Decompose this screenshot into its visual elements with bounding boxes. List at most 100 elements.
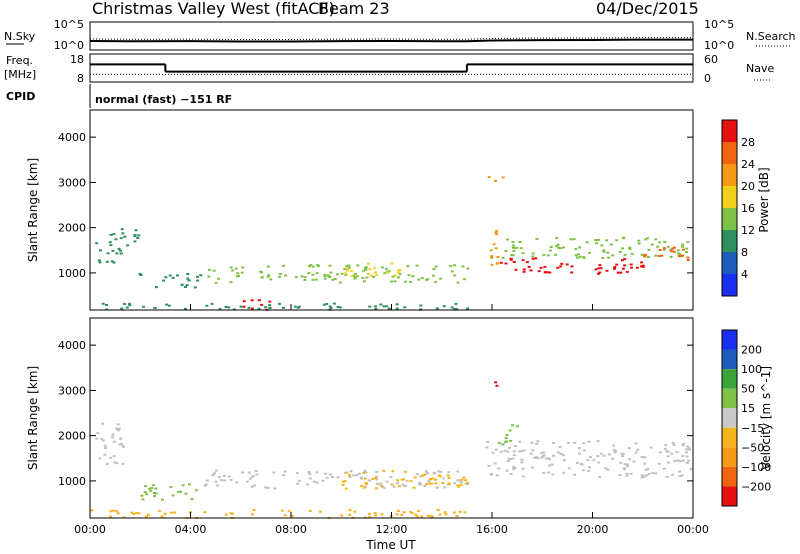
scatter-cell-2-1 <box>136 237 140 239</box>
scatter-cell-2-8 <box>509 258 513 261</box>
scatter-cell-3-3 <box>344 487 348 490</box>
ytick-label-2-1: 2000 <box>58 222 86 235</box>
velocity-ylabel: Slant Range [km] <box>26 366 40 470</box>
scatter-cell-2-9 <box>558 247 562 250</box>
scatter-cell-3-5 <box>678 460 682 463</box>
colorbar-swatch-3-7 <box>722 466 737 487</box>
scatter-cell-3-0 <box>104 447 107 450</box>
scatter-cell-3-5 <box>588 466 591 469</box>
scatter-cell-2-3 <box>212 269 216 272</box>
scatter-cell-2-8 <box>625 270 629 273</box>
scatter-cell-2-9 <box>628 247 632 250</box>
scatter-cell-3-5 <box>573 473 577 476</box>
scatter-cell-3-5 <box>529 452 533 455</box>
scatter-cell-3-2 <box>432 472 436 475</box>
scatter-cell-2-9 <box>535 238 539 240</box>
scatter-cell-2-6 <box>125 306 129 309</box>
scatter-cell-2-10 <box>662 247 666 250</box>
scatter-cell-2-8 <box>641 264 645 267</box>
colorbar-swatch-2-3 <box>722 186 737 208</box>
scatter-cell-2-2 <box>184 286 187 288</box>
scatter-cell-3-4 <box>443 511 447 514</box>
scatter-cell-3-5 <box>640 456 644 458</box>
scatter-cell-3-3 <box>343 480 347 483</box>
scatter-cell-2-3 <box>307 265 311 268</box>
scatter-cell-3-5 <box>689 468 693 471</box>
scatter-cell-2-3 <box>229 281 233 284</box>
scatter-cell-3-5 <box>509 473 513 476</box>
scatter-cell-3-5 <box>493 462 497 465</box>
scatter-cell-2-3 <box>356 264 360 267</box>
scatter-cell-3-5 <box>662 467 666 470</box>
scatter-cell-2-6 <box>382 305 386 308</box>
scatter-cell-3-5 <box>626 465 630 468</box>
scatter-cell-3-5 <box>512 450 516 453</box>
scatter-cell-2-10 <box>671 247 675 250</box>
scatter-cell-3-4 <box>417 509 421 512</box>
scatter-cell-2-9 <box>676 249 680 252</box>
ytick-label-3-2: 3000 <box>58 384 86 397</box>
scatter-cell-2-9 <box>562 246 566 249</box>
scatter-cell-3-2 <box>419 483 423 486</box>
scatter-cell-2-3 <box>234 267 238 270</box>
scatter-cell-2-6 <box>123 303 127 305</box>
xtick-label-4: 16:00 <box>476 523 508 536</box>
scatter-cell-2-3 <box>338 281 342 284</box>
scatter-cell-2-7 <box>490 263 494 266</box>
scatter-cell-2-8 <box>630 266 633 269</box>
ytick-label-2-3: 4000 <box>58 131 86 144</box>
scatter-cell-3-2 <box>220 479 224 482</box>
scatter-cell-2-6 <box>120 307 124 310</box>
scatter-cell-2-3 <box>266 275 270 278</box>
scatter-cell-3-5 <box>644 468 648 471</box>
xtick-label-0: 00:00 <box>74 523 106 536</box>
scatter-cell-3-5 <box>520 450 524 452</box>
scatter-cell-3-2 <box>250 475 254 478</box>
scatter-cell-3-4 <box>455 515 459 517</box>
scatter-cell-3-1 <box>171 494 175 497</box>
scatter-cell-3-5 <box>667 461 671 464</box>
scatter-cell-2-6 <box>127 302 131 305</box>
scatter-cell-2-9 <box>511 244 515 247</box>
scatter-cell-3-5 <box>506 450 510 453</box>
scatter-cell-2-3 <box>260 276 264 279</box>
scatter-cell-2-9 <box>676 252 680 255</box>
scatter-cell-2-9 <box>504 250 508 253</box>
scatter-cell-3-5 <box>542 454 546 457</box>
scatter-cell-2-11 <box>501 176 505 179</box>
scatter-cell-3-5 <box>634 451 638 454</box>
scatter-cell-3-4 <box>90 509 94 512</box>
scatter-cell-3-0 <box>109 456 113 459</box>
scatter-cell-3-4 <box>409 510 412 513</box>
scatter-cell-2-9 <box>669 256 673 258</box>
scatter-cell-2-10 <box>672 250 676 253</box>
scatter-cell-3-2 <box>223 479 227 482</box>
scatter-cell-2-9 <box>623 253 627 256</box>
scatter-cell-2-3 <box>323 273 327 276</box>
scatter-cell-2-9 <box>609 243 613 246</box>
scatter-cell-2-6 <box>442 305 446 308</box>
scatter-cell-3-5 <box>578 447 581 450</box>
scatter-cell-2-9 <box>630 252 634 255</box>
scatter-cell-2-6 <box>257 307 261 310</box>
scatter-cell-3-2 <box>308 477 312 480</box>
scatter-cell-2-0 <box>98 261 102 264</box>
scatter-cell-3-5 <box>622 452 625 455</box>
scatter-cell-2-9 <box>576 256 579 259</box>
scatter-cell-3-5 <box>642 476 646 478</box>
scatter-cell-2-9 <box>578 246 582 249</box>
nave-label: Nave <box>746 62 774 75</box>
scatter-cell-3-1 <box>195 489 198 492</box>
scatter-cell-3-2 <box>376 483 380 485</box>
scatter-cell-3-5 <box>551 473 555 476</box>
colorbar-swatch-2-6 <box>722 252 737 274</box>
scatter-cell-3-2 <box>363 469 367 472</box>
scatter-cell-3-5 <box>582 449 586 452</box>
scatter-cell-2-8 <box>621 267 625 270</box>
scatter-cell-3-7 <box>511 424 514 427</box>
scatter-cell-2-3 <box>453 264 456 267</box>
scatter-cell-3-6 <box>495 384 499 387</box>
scatter-cell-2-4 <box>397 271 401 274</box>
scatter-cell-2-10 <box>643 253 647 256</box>
